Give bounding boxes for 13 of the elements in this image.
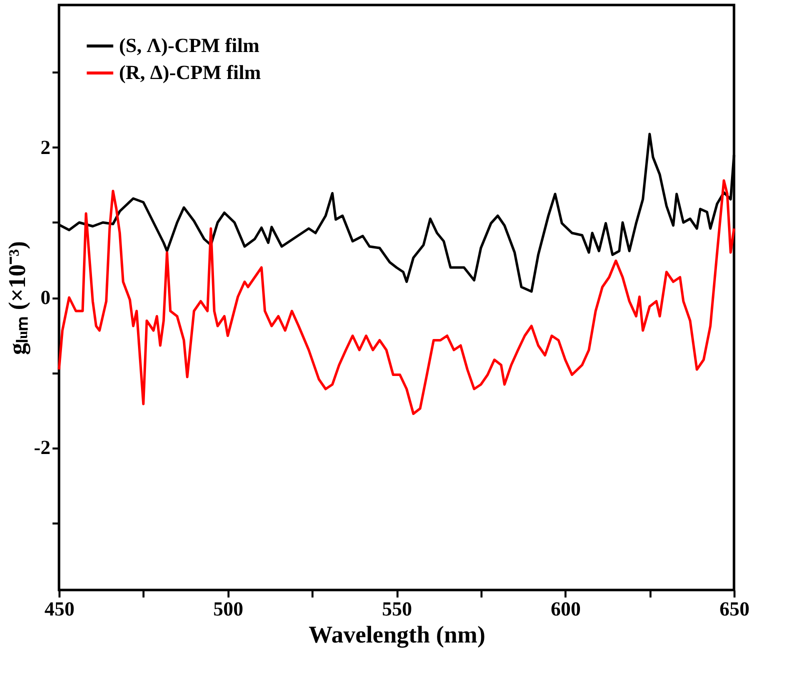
x-tick-label: 600 bbox=[550, 598, 581, 620]
y-tick-label: 0 bbox=[40, 287, 50, 309]
line-series bbox=[58, 179, 736, 415]
y-tick-label: -2 bbox=[34, 437, 50, 459]
y-axis-title: gₗᵤₘ (×10⁻³) bbox=[4, 241, 31, 355]
x-tick-label: 500 bbox=[213, 598, 244, 620]
legend-label: (S, Λ)-CPM film bbox=[119, 35, 260, 57]
legend-label: (R, Δ)-CPM film bbox=[119, 62, 262, 84]
x-tick-label: 650 bbox=[720, 598, 750, 620]
x-axis-title: Wavelength (nm) bbox=[308, 622, 486, 648]
x-tick-label: 450 bbox=[44, 598, 74, 620]
y-tick-label: 2 bbox=[40, 137, 50, 159]
x-tick-label: 550 bbox=[382, 598, 412, 620]
